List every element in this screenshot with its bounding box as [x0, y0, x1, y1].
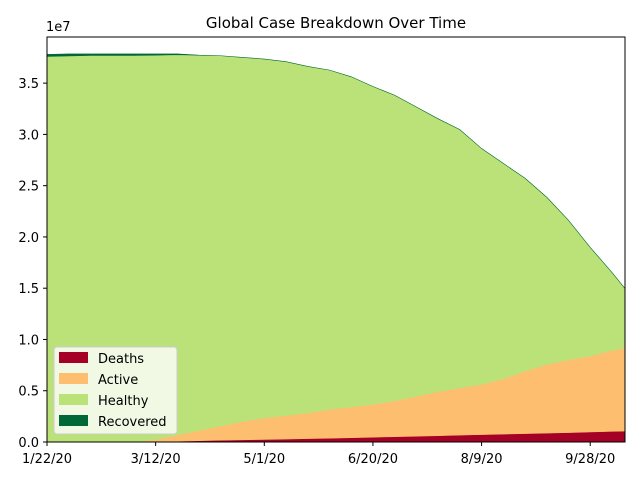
legend-label-recovered: Recovered	[98, 415, 167, 430]
legend-swatch-healthy	[59, 394, 88, 405]
y-tick-label: 1.0	[18, 333, 39, 348]
y-tick-label: 0.5	[18, 385, 39, 400]
legend-box	[53, 346, 178, 435]
legend-label-active: Active	[98, 373, 138, 388]
y-axis: 0.0 0.5 1.0 1.5 2.0 2.5 3.0 3.5	[18, 77, 47, 451]
plot-frame	[46, 36, 626, 443]
legend: Deaths Active Healthy Recovered	[53, 346, 178, 435]
x-tick-label: 3/12/20	[131, 452, 181, 467]
x-tick-label: 9/28/20	[565, 452, 615, 467]
legend-swatch-active	[59, 373, 88, 384]
legend-label-healthy: Healthy	[98, 394, 149, 409]
y-offset-label: 1e7	[46, 20, 71, 35]
x-tick-label: 1/22/20	[22, 452, 72, 467]
x-tick-label: 5/1/20	[243, 452, 285, 467]
legend-label-deaths: Deaths	[98, 352, 144, 367]
x-axis: 1/22/20 3/12/20 5/1/20 6/20/20 8/9/20 9/28/20	[22, 442, 615, 467]
chart-title: Global Case Breakdown Over Time	[206, 14, 466, 32]
area-recovered	[46, 53, 626, 289]
x-tick-label: 8/9/20	[461, 452, 503, 467]
legend-swatch-recovered	[59, 415, 88, 426]
legend-swatch-deaths	[59, 352, 88, 363]
y-tick-label: 2.0	[18, 231, 39, 246]
y-tick-label: 0.0	[18, 436, 39, 451]
x-tick-label: 6/20/20	[348, 452, 398, 467]
y-tick-label: 3.0	[18, 128, 39, 143]
y-tick-label: 3.5	[18, 77, 39, 92]
y-tick-label: 2.5	[18, 180, 39, 195]
y-tick-label: 1.5	[18, 282, 39, 297]
